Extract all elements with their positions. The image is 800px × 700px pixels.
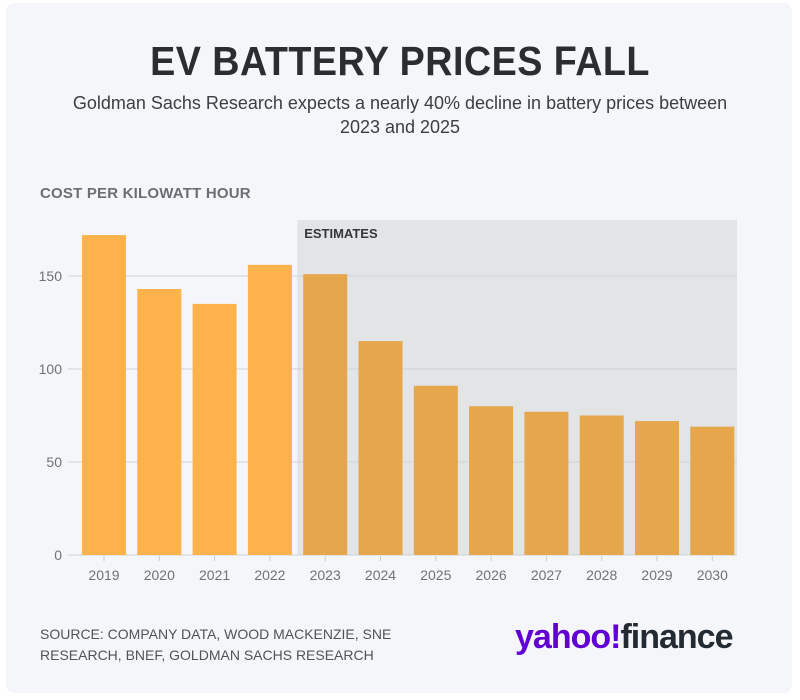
y-tick-label: 150 [39, 268, 63, 284]
bar-2024 [358, 341, 403, 555]
logo-product: finance [620, 618, 733, 656]
bar-2023 [303, 274, 348, 555]
yahoo-finance-logo: yahoo!finance [515, 618, 734, 657]
x-tick-label: 2020 [144, 567, 175, 583]
bar-2025 [413, 385, 458, 555]
bar-2029 [635, 421, 679, 555]
y-tick-label: 50 [46, 454, 62, 470]
logo-brand: yahoo! [515, 618, 621, 656]
x-tick-label: 2024 [365, 567, 396, 583]
chart-title: EV BATTERY PRICES FALL [150, 38, 650, 84]
bar-2021 [192, 303, 237, 555]
x-tick-label: 2027 [531, 567, 562, 583]
x-tick-label: 2026 [476, 567, 507, 583]
y-tick-label: 100 [39, 361, 63, 377]
bar-2022 [247, 264, 292, 555]
x-tick-label: 2022 [254, 567, 285, 583]
x-tick-label: 2023 [310, 567, 341, 583]
x-tick-label: 2029 [641, 567, 672, 583]
bar-2019 [82, 235, 126, 555]
x-tick-label: 2030 [697, 567, 728, 583]
bar-2028 [579, 415, 624, 555]
chart-subtitle: Goldman Sachs Research expects a nearly … [72, 93, 728, 137]
y-tick-label: 0 [54, 547, 62, 563]
bar-2026 [469, 406, 514, 555]
x-tick-label: 2019 [88, 567, 119, 583]
x-tick-label: 2025 [420, 567, 451, 583]
estimates-label: ESTIMATES [304, 226, 378, 241]
bar-2030 [690, 426, 735, 555]
x-tick-label: 2021 [199, 567, 230, 583]
bar-2027 [524, 411, 569, 555]
source-note: SOURCE: COMPANY DATA, WOOD MACKENZIE, SN… [40, 626, 392, 663]
x-tick-label: 2028 [586, 567, 617, 583]
y-axis-label: COST PER KILOWATT HOUR [40, 185, 251, 202]
bar-2020 [137, 289, 182, 555]
